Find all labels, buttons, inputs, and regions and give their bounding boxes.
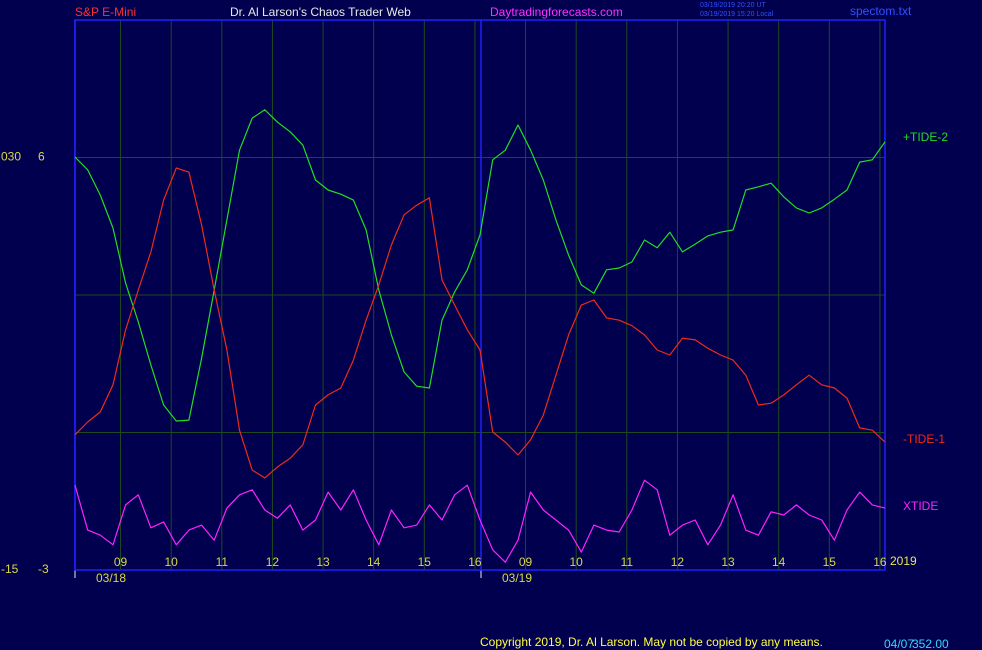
y-tick-label: -3 bbox=[38, 562, 49, 576]
year: 2019 bbox=[890, 554, 917, 568]
x-tick-label: 15 bbox=[823, 555, 837, 569]
timestamp: 03/19/2019 15:20 Local bbox=[700, 11, 774, 18]
date-label: 03/19 bbox=[502, 571, 532, 585]
date-label: 03/18 bbox=[96, 571, 126, 585]
status: 352.00 bbox=[912, 637, 949, 650]
series-line bbox=[74, 167, 886, 479]
chart-title: Dr. Al Larson's Chaos Trader Web bbox=[230, 5, 411, 19]
series-line bbox=[74, 109, 886, 422]
symbol: S&P E-Mini bbox=[75, 5, 136, 19]
x-tick-label: 10 bbox=[165, 555, 179, 569]
x-tick-label: 15 bbox=[418, 555, 432, 569]
x-tick-label: 14 bbox=[772, 555, 786, 569]
x-tick-label: 09 bbox=[519, 555, 533, 569]
timestamp: 03/19/2019 20:20 UT bbox=[700, 2, 766, 9]
x-tick-label: 11 bbox=[216, 555, 229, 569]
website: Daytradingforecasts.com bbox=[490, 5, 623, 19]
series-label: +TIDE-2 bbox=[903, 130, 948, 144]
x-tick-label: 09 bbox=[114, 555, 128, 569]
y2-tick-label: 030 bbox=[1, 150, 21, 164]
x-tick-label: 16 bbox=[468, 555, 482, 569]
y-tick-label: 6 bbox=[38, 150, 45, 164]
plot-border bbox=[74, 19, 886, 571]
status: 04/07 bbox=[884, 637, 914, 650]
y2-tick-label: -15 bbox=[1, 562, 19, 576]
x-tick-label: 13 bbox=[316, 555, 330, 569]
x-tick-label: 14 bbox=[367, 555, 381, 569]
series-line bbox=[74, 479, 886, 563]
x-tick-label: 11 bbox=[621, 555, 634, 569]
x-tick-label: 12 bbox=[671, 555, 685, 569]
x-tick-label: 13 bbox=[721, 555, 735, 569]
series-label: -TIDE-1 bbox=[903, 432, 945, 446]
series-label: XTIDE bbox=[903, 499, 938, 513]
filename: spectom.txt bbox=[850, 4, 912, 18]
x-tick-label: 16 bbox=[873, 555, 887, 569]
x-tick-label: 12 bbox=[266, 555, 280, 569]
x-tick-label: 10 bbox=[570, 555, 584, 569]
footer: Copyright 2019, Dr. Al Larson. May not b… bbox=[480, 635, 823, 649]
